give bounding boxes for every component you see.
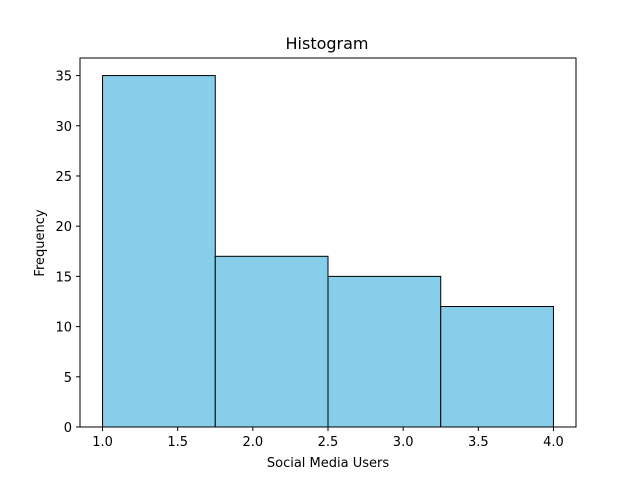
chart-title: Histogram	[286, 34, 369, 53]
x-tick-label: 2.0	[243, 435, 264, 450]
y-tick-label: 25	[55, 170, 72, 185]
y-tick-label: 0	[64, 421, 72, 436]
plot-area-frame	[79, 57, 577, 428]
y-tick-label: 5	[64, 371, 72, 386]
histogram-bar-4	[440, 306, 554, 428]
x-axis-ticks: 1.0 1.5 2.0 2.5 3.0 3.5 4.0	[92, 427, 564, 450]
y-tick-label: 15	[55, 270, 72, 285]
histogram-bar-2	[214, 255, 329, 428]
x-tick-label: 3.0	[393, 435, 414, 450]
bars-group	[102, 75, 554, 428]
y-tick-label: 30	[55, 120, 72, 135]
x-axis-label: Social Media Users	[267, 456, 389, 471]
x-tick-label: 4.0	[543, 435, 564, 450]
x-tick-label: 1.5	[167, 435, 188, 450]
y-tick-label: 20	[55, 220, 72, 235]
histogram-bar-3	[327, 275, 442, 428]
x-tick-label: 1.0	[92, 435, 113, 450]
x-tick-label: 2.5	[318, 435, 339, 450]
y-axis-label: Frequency	[33, 209, 48, 276]
histogram-bar-1	[102, 75, 216, 428]
y-tick-label: 10	[55, 321, 72, 336]
y-tick-label: 35	[55, 70, 72, 85]
y-axis-ticks: 0 5 10 15 20 25 30 35	[55, 70, 80, 436]
x-tick-label: 3.5	[468, 435, 489, 450]
